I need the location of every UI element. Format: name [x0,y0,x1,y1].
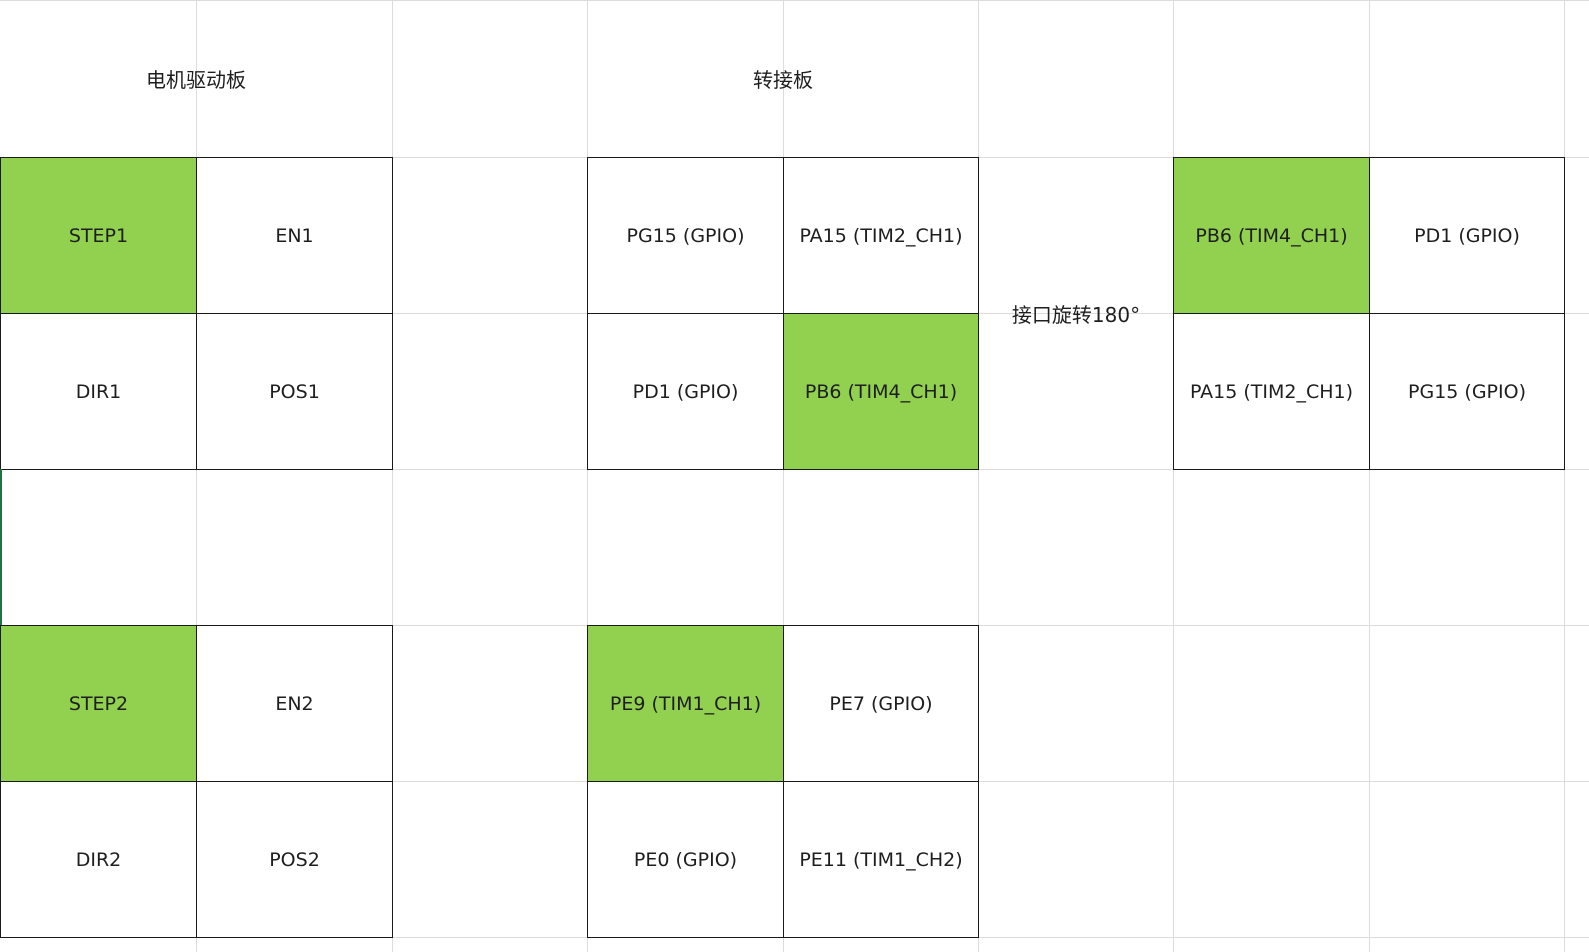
rotate-note-cell[interactable]: 接口旋转180° [1011,302,1141,327]
cell-dir2[interactable]: DIR2 [0,781,197,938]
gridline [1564,0,1565,952]
cell-adapter1-r1c2[interactable]: PA15 (TIM2_CH1) [783,157,979,314]
cell-step1[interactable]: STEP1 [0,157,197,314]
cell-adapter2-r1c1[interactable]: PE9 (TIM1_CH1) [587,625,784,782]
cell-adapter1-r2c2[interactable]: PB6 (TIM4_CH1) [783,313,979,470]
cell-adapter2-r2c2[interactable]: PE11 (TIM1_CH2) [783,781,979,938]
cell-rotated1-r1c2[interactable]: PD1 (GPIO) [1369,157,1565,314]
cell-adapter2-r2c1[interactable]: PE0 (GPIO) [587,781,784,938]
gridline [587,0,588,952]
cell-adapter1-r1c1[interactable]: PG15 (GPIO) [587,157,784,314]
header-motor-board[interactable]: 电机驱动板 [146,68,246,92]
selection-edge [0,469,2,625]
cell-adapter2-r1c2[interactable]: PE7 (GPIO) [783,625,979,782]
cell-dir1[interactable]: DIR1 [0,313,197,470]
gridline [978,0,979,952]
cell-rotated1-r2c1[interactable]: PA15 (TIM2_CH1) [1173,313,1370,470]
cell-en1[interactable]: EN1 [196,157,393,314]
gridline [1369,0,1370,952]
gridline [783,0,784,952]
cell-en2[interactable]: EN2 [196,625,393,782]
cell-rotated1-r2c2[interactable]: PG15 (GPIO) [1369,313,1565,470]
gridline [1173,0,1174,952]
cell-pos2[interactable]: POS2 [196,781,393,938]
gridline [196,0,197,952]
cell-rotated1-r1c1[interactable]: PB6 (TIM4_CH1) [1173,157,1370,314]
header-adapter-board[interactable]: 转接板 [753,68,813,92]
cell-adapter1-r2c1[interactable]: PD1 (GPIO) [587,313,784,470]
gridline [0,0,1589,1]
gridline [392,0,393,952]
cell-pos1[interactable]: POS1 [196,313,393,470]
cell-step2[interactable]: STEP2 [0,625,197,782]
